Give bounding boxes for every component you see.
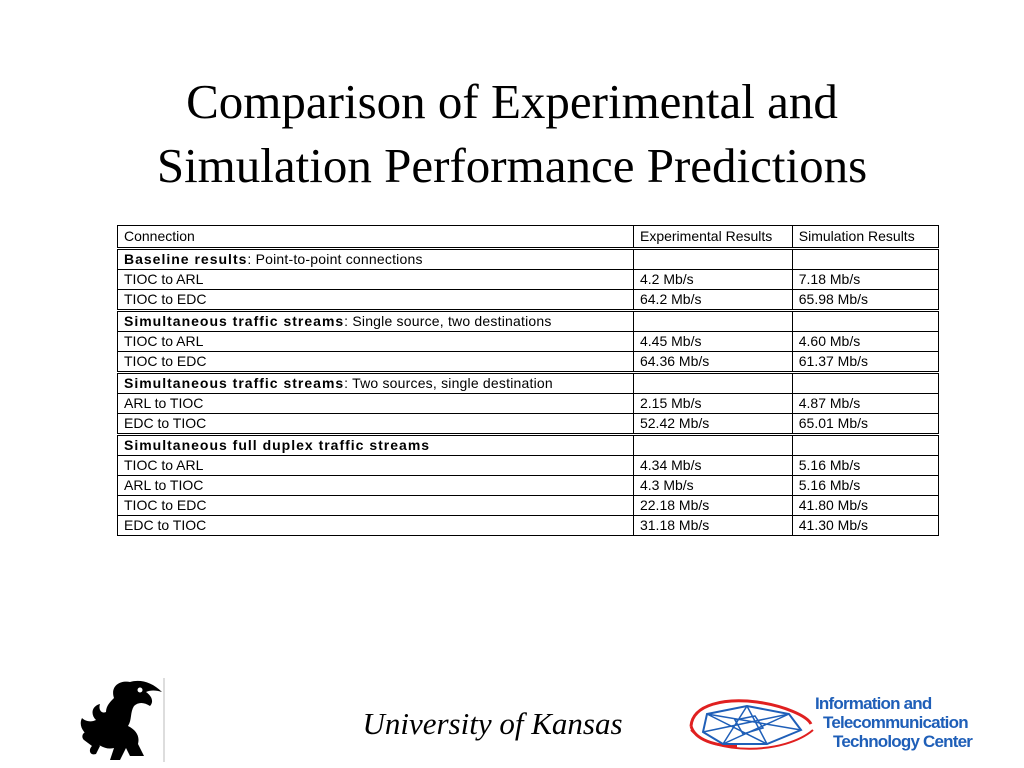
connection-cell: ARL to TIOC	[117, 393, 634, 414]
section-header-row: Simultaneous traffic streams: Single sou…	[117, 309, 940, 332]
empty-cell	[791, 247, 940, 270]
connection-cell: EDC to TIOC	[117, 515, 634, 536]
simulation-result-cell: 65.01 Mb/s	[791, 413, 940, 435]
simulation-result-cell: 41.80 Mb/s	[791, 495, 940, 516]
table-body: Baseline results: Point-to-point connect…	[117, 247, 940, 536]
section-heading-bold: Simultaneous traffic streams	[124, 375, 345, 392]
simulation-result-cell: 61.37 Mb/s	[791, 351, 940, 373]
section-heading-detail: : Two sources, single destination	[344, 375, 553, 392]
title-line-1: Comparison of Experimental and	[186, 74, 838, 129]
table-row: TIOC to ARL 4.45 Mb/s 4.60 Mb/s	[117, 331, 940, 352]
experimental-result-cell: 64.2 Mb/s	[632, 289, 793, 311]
results-table: Connection Experimental Results Simulati…	[117, 225, 940, 536]
jayhawk-logo-icon	[80, 678, 165, 762]
ittc-line-1: Information and	[815, 694, 932, 713]
simulation-result-cell: 7.18 Mb/s	[791, 269, 940, 290]
empty-cell	[791, 433, 940, 456]
header-connection: Connection	[117, 225, 634, 249]
section-header-row: Simultaneous full duplex traffic streams	[117, 433, 940, 456]
ittc-line-3: Technology Center	[833, 732, 973, 751]
ittc-wordmark: Information and Telecommunication Techno…	[815, 694, 1015, 751]
table-row: TIOC to EDC 22.18 Mb/s 41.80 Mb/s	[117, 495, 940, 516]
empty-cell	[791, 309, 940, 332]
section-heading: Simultaneous traffic streams: Single sou…	[117, 309, 634, 332]
section-heading-bold: Baseline results	[124, 251, 248, 268]
table-row: TIOC to ARL 4.34 Mb/s 5.16 Mb/s	[117, 455, 940, 476]
section-heading: Simultaneous traffic streams: Two source…	[117, 371, 634, 394]
header-simulation-results: Simulation Results	[791, 225, 940, 249]
empty-cell	[632, 433, 793, 456]
table-row: TIOC to EDC 64.36 Mb/s 61.37 Mb/s	[117, 351, 940, 373]
connection-cell: TIOC to EDC	[117, 495, 634, 516]
connection-cell: TIOC to ARL	[117, 331, 634, 352]
simulation-result-cell: 4.60 Mb/s	[791, 331, 940, 352]
simulation-result-cell: 65.98 Mb/s	[791, 289, 940, 311]
experimental-result-cell: 4.45 Mb/s	[632, 331, 793, 352]
connection-cell: TIOC to ARL	[117, 455, 634, 476]
experimental-result-cell: 4.34 Mb/s	[632, 455, 793, 476]
section-heading-detail: : Point-to-point connections	[247, 251, 423, 268]
connection-cell: TIOC to EDC	[117, 289, 634, 311]
section-heading: Baseline results: Point-to-point connect…	[117, 247, 634, 270]
experimental-result-cell: 52.42 Mb/s	[632, 413, 793, 435]
experimental-result-cell: 4.2 Mb/s	[632, 269, 793, 290]
empty-cell	[632, 371, 793, 394]
simulation-result-cell: 5.16 Mb/s	[791, 475, 940, 496]
simulation-result-cell: 4.87 Mb/s	[791, 393, 940, 414]
connection-cell: EDC to TIOC	[117, 413, 634, 435]
ittc-line-2: Telecommunication	[823, 713, 969, 732]
section-header-row: Simultaneous traffic streams: Two source…	[117, 371, 940, 394]
empty-cell	[791, 371, 940, 394]
section-heading-detail: : Single source, two destinations	[344, 313, 552, 330]
title-line-2: Simulation Performance Predictions	[156, 138, 868, 193]
table-header-row: Connection Experimental Results Simulati…	[117, 225, 940, 249]
table-row: EDC to TIOC 52.42 Mb/s 65.01 Mb/s	[117, 413, 940, 435]
table-row: EDC to TIOC 31.18 Mb/s 41.30 Mb/s	[117, 515, 940, 536]
section-header-row: Baseline results: Point-to-point connect…	[117, 247, 940, 270]
table-row: TIOC to EDC 64.2 Mb/s 65.98 Mb/s	[117, 289, 940, 311]
slide-title: Comparison of Experimental and Simulatio…	[0, 70, 1024, 198]
simulation-result-cell: 41.30 Mb/s	[791, 515, 940, 536]
experimental-result-cell: 2.15 Mb/s	[632, 393, 793, 414]
experimental-result-cell: 22.18 Mb/s	[632, 495, 793, 516]
experimental-result-cell: 64.36 Mb/s	[632, 351, 793, 373]
simulation-result-cell: 5.16 Mb/s	[791, 455, 940, 476]
connection-cell: ARL to TIOC	[117, 475, 634, 496]
section-heading: Simultaneous full duplex traffic streams	[117, 433, 634, 456]
experimental-result-cell: 4.3 Mb/s	[632, 475, 793, 496]
connection-cell: TIOC to EDC	[117, 351, 634, 373]
table-row: ARL to TIOC 2.15 Mb/s 4.87 Mb/s	[117, 393, 940, 414]
empty-cell	[632, 309, 793, 332]
header-experimental-results: Experimental Results	[632, 225, 793, 249]
university-name: University of Kansas	[362, 706, 623, 741]
ittc-network-logo-icon	[689, 699, 814, 750]
experimental-result-cell: 31.18 Mb/s	[632, 515, 793, 536]
section-heading-bold: Simultaneous traffic streams	[124, 313, 345, 330]
empty-cell	[632, 247, 793, 270]
connection-cell: TIOC to ARL	[117, 269, 634, 290]
section-heading-bold: Simultaneous full duplex traffic streams	[124, 437, 431, 454]
table-row: ARL to TIOC 4.3 Mb/s 5.16 Mb/s	[117, 475, 940, 496]
table-row: TIOC to ARL 4.2 Mb/s 7.18 Mb/s	[117, 269, 940, 290]
